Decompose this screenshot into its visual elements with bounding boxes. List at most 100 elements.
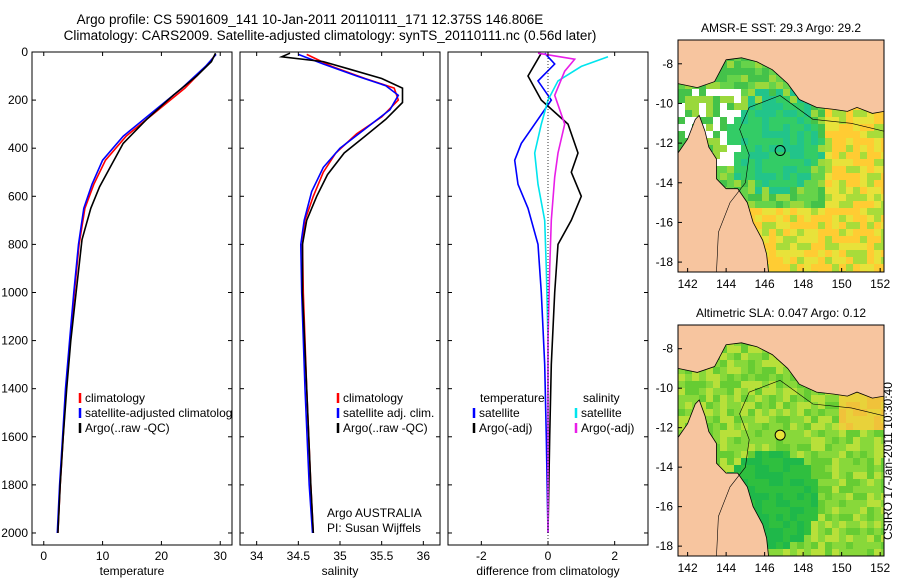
map-cell <box>839 243 846 250</box>
map-cell <box>839 423 846 430</box>
map-cell <box>818 215 825 222</box>
map-cell <box>755 131 762 138</box>
map-cell <box>797 138 804 145</box>
map-cell <box>790 243 797 250</box>
map-cell <box>783 257 790 264</box>
map-cell <box>762 173 769 180</box>
map-cell <box>769 236 776 243</box>
map-cell <box>685 395 692 402</box>
map-cell <box>797 493 804 500</box>
map-cell <box>874 549 881 556</box>
map-cell <box>741 381 748 388</box>
map-cell <box>699 395 706 402</box>
map-cell <box>839 194 846 201</box>
map-cell <box>853 514 860 521</box>
map-cell <box>699 117 706 124</box>
map-cell <box>713 145 720 152</box>
map-cell <box>846 131 853 138</box>
map-cell <box>839 444 846 451</box>
map-cell <box>797 152 804 159</box>
legend-satellite-adj: satellite adj. clim. <box>343 406 434 420</box>
map-cell <box>734 89 741 96</box>
map-cell <box>811 465 818 472</box>
map-cell <box>706 402 713 409</box>
x-tick-label: 20 <box>155 549 169 563</box>
map-cell <box>853 535 860 542</box>
map-cell <box>755 103 762 110</box>
map-cell <box>797 409 804 416</box>
x-tick-label: 2 <box>611 549 618 563</box>
map-cell <box>867 236 874 243</box>
map-title: Altimetric SLA: 0.047 Argo: 0.12 <box>696 306 866 320</box>
map-cell <box>727 437 734 444</box>
map-cell <box>797 243 804 250</box>
map-cell <box>769 138 776 145</box>
map-cell <box>797 402 804 409</box>
map-cell <box>825 535 832 542</box>
map-cell <box>832 243 839 250</box>
land-cape-york <box>678 114 769 272</box>
map-cell <box>811 423 818 430</box>
map-cell <box>783 166 790 173</box>
map-cell <box>769 528 776 535</box>
map-cell <box>748 145 755 152</box>
map-y-tick-label: -18 <box>656 255 674 269</box>
map-cell <box>776 416 783 423</box>
sla-map <box>677 324 885 557</box>
map-cell <box>832 215 839 222</box>
map-cell <box>881 500 884 507</box>
map-cell <box>741 395 748 402</box>
map-cell <box>832 159 839 166</box>
map-cell <box>783 201 790 208</box>
map-cell <box>839 395 846 402</box>
map-cell <box>783 103 790 110</box>
map-cell <box>734 437 741 444</box>
map-cell <box>853 493 860 500</box>
map-cell <box>846 500 853 507</box>
map-cell <box>853 159 860 166</box>
map-cell <box>846 124 853 131</box>
map-cell <box>748 159 755 166</box>
y-tick-label: 1800 <box>1 478 28 492</box>
map-cell <box>741 194 748 201</box>
map-cell <box>706 395 713 402</box>
map-cell <box>776 535 783 542</box>
map-cell <box>769 180 776 187</box>
x-tick-label: -2 <box>476 549 487 563</box>
map-cell <box>685 117 692 124</box>
map-cell <box>839 486 846 493</box>
map-cell <box>867 257 874 264</box>
map-cell <box>783 402 790 409</box>
map-cell <box>818 486 825 493</box>
map-cell <box>699 103 706 110</box>
map-cell <box>748 346 755 353</box>
map-cell <box>867 430 874 437</box>
map-cell <box>881 430 884 437</box>
map-cell <box>727 465 734 472</box>
map-cell <box>804 423 811 430</box>
map-cell <box>720 166 727 173</box>
map-cell <box>846 472 853 479</box>
map-cell <box>818 180 825 187</box>
map-cell <box>720 367 727 374</box>
map-cell <box>762 458 769 465</box>
map-cell <box>678 117 685 124</box>
map-cell <box>839 402 846 409</box>
map-cell <box>867 110 874 117</box>
map-cell <box>741 451 748 458</box>
map-cell <box>706 374 713 381</box>
map-cell <box>776 374 783 381</box>
map-cell <box>797 194 804 201</box>
map-cell <box>811 208 818 215</box>
map-cell <box>853 528 860 535</box>
x-tick-label: 36 <box>417 549 431 563</box>
map-cell <box>748 430 755 437</box>
map-cell <box>769 395 776 402</box>
map-cell <box>790 479 797 486</box>
map-cell <box>825 173 832 180</box>
map-cell <box>818 124 825 131</box>
map-cell <box>839 451 846 458</box>
map-cell <box>713 388 720 395</box>
map-cell <box>720 89 727 96</box>
map-cell <box>790 152 797 159</box>
